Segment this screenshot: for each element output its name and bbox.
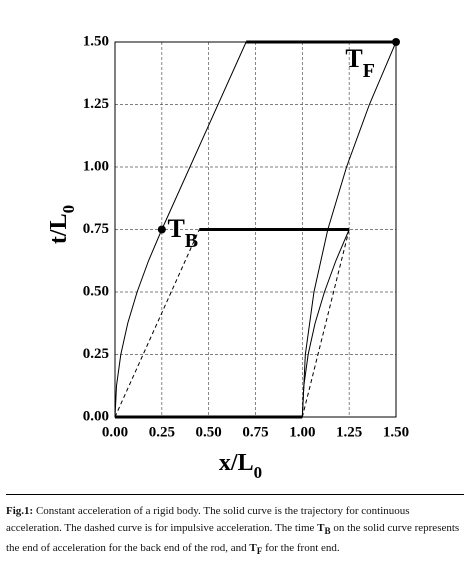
y-tick-label: 0.00 [83, 408, 109, 424]
caption-text: Constant acceleration of a rigid body. T… [6, 505, 410, 534]
caption-label: Fig.1: [6, 505, 34, 517]
caption-text: on the solid curve represents the end of… [6, 522, 460, 555]
x-axis-label-main: x/L [219, 450, 254, 476]
point [157, 225, 166, 234]
y-tick-label: 1.50 [83, 33, 109, 49]
symbol: T [317, 522, 325, 534]
symbol: T [249, 542, 257, 555]
annotation: TB [167, 214, 198, 252]
curve [114, 41, 247, 418]
x-tick-label: 0.00 [102, 424, 128, 440]
x-tick-label: 0.75 [242, 424, 268, 440]
annotation-main: T [167, 214, 184, 243]
y-tick-label: 1.00 [83, 158, 109, 174]
caption: Fig.1: Constant acceleration of a rigid … [6, 503, 464, 560]
caption-rule [6, 494, 464, 495]
annotation-main: T [345, 44, 362, 73]
symbol-sub: B [324, 526, 331, 537]
x-tick-label: 1.50 [383, 424, 409, 440]
chart: 0.00 0.25 0.50 0.75 1.00 1.25 1.50 0.00 0.25 0.50… [46, 33, 409, 482]
annotation-sub: B [185, 230, 198, 252]
y-tick-label: 0.25 [83, 346, 109, 362]
point [392, 38, 400, 46]
x-tick-label: 0.25 [149, 424, 175, 440]
y-axis-label: t/L0 [46, 205, 78, 244]
y-tick-label: 0.75 [83, 221, 109, 237]
y-axis-label-sub: 0 [59, 205, 78, 214]
x-axis-label-sub: 0 [254, 463, 263, 482]
curve [301, 229, 350, 418]
y-axis-label-main: t/L [46, 213, 72, 244]
curve [301, 229, 350, 418]
x-tick-label: 0.50 [196, 424, 222, 440]
caption-text: for the front end. [262, 542, 340, 555]
x-tick-label: 1.25 [336, 424, 362, 440]
annotation-sub: F [363, 60, 375, 82]
x-axis-label: x/L0 [219, 450, 262, 482]
y-tick-label: 0.50 [83, 283, 109, 299]
caption-symbol: TF [249, 542, 263, 557]
y-tick-label: 1.25 [83, 96, 109, 112]
caption-symbol: TB [317, 522, 331, 537]
x-tick-label: 1.00 [289, 424, 315, 440]
symbol-sub: F [256, 546, 263, 557]
curve [114, 229, 200, 418]
annotation: TF [345, 44, 375, 82]
